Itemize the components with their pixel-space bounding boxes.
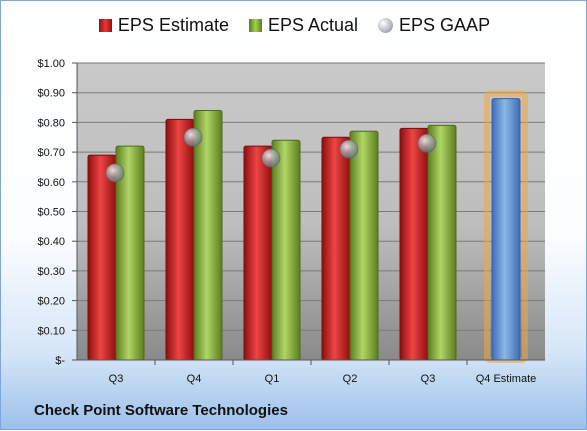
x-tick-label: Q3 (421, 373, 436, 385)
x-tick-label: Q4 (187, 373, 202, 385)
y-tick-label: $1.00 (37, 58, 65, 70)
legend-label-eps-actual: EPS Actual (267, 15, 359, 35)
eps-actual-bar (427, 124, 457, 361)
eps-actual-bar (271, 139, 301, 361)
legend-label-eps-gaap: EPS GAAP (399, 15, 491, 35)
x-tick-label: Q2 (343, 373, 358, 385)
eps-estimate-bar (399, 127, 429, 361)
eps-gaap-point (339, 139, 359, 159)
company-name: Check Point Software Technologies (34, 402, 288, 419)
eps-actual-bar (193, 110, 223, 361)
eps-estimate-bar (87, 154, 117, 361)
legend-swatch-eps-gaap (378, 18, 394, 33)
x-tick-label: Q1 (265, 373, 280, 385)
x-tick-label: Q3 (109, 373, 124, 385)
eps-gaap-point (105, 163, 125, 183)
eps-gaap-point (261, 148, 281, 168)
y-tick-label: $0.90 (37, 88, 65, 100)
y-tick-label: $0.20 (37, 296, 65, 308)
forecast-bar (491, 98, 521, 361)
eps-gaap-point (183, 127, 203, 147)
y-tick-label: $0.30 (37, 266, 65, 278)
eps-estimate-bar (321, 136, 351, 361)
y-tick-label: $0.40 (37, 236, 65, 248)
y-tick-label: $- (55, 355, 65, 367)
eps-estimate-bar (243, 145, 273, 361)
legend-item-eps-actual: EPS Actual (248, 15, 359, 36)
chart-legend: EPS Estimate EPS Actual EPS GAAP (1, 15, 587, 36)
eps-actual-bar (349, 130, 379, 361)
x-tick-label: Q4 Estimate (476, 373, 537, 385)
legend-swatch-eps-actual (248, 19, 262, 32)
y-tick-label: $0.80 (37, 117, 65, 129)
y-tick-label: $0.50 (37, 207, 65, 219)
legend-label-eps-estimate: EPS Estimate (117, 15, 229, 35)
legend-item-eps-gaap: EPS GAAP (378, 15, 490, 36)
y-tick-label: $0.60 (37, 177, 65, 189)
y-tick-label: $0.10 (37, 325, 65, 337)
eps-gaap-point (417, 133, 437, 153)
eps-estimate-bar (165, 118, 195, 361)
y-tick-label: $0.70 (37, 147, 65, 159)
legend-item-eps-estimate: EPS Estimate (98, 15, 229, 36)
legend-swatch-eps-estimate (98, 19, 112, 32)
